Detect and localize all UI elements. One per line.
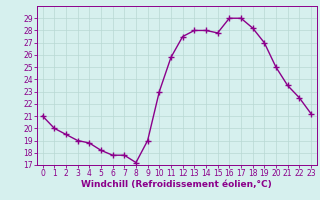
X-axis label: Windchill (Refroidissement éolien,°C): Windchill (Refroidissement éolien,°C) — [81, 180, 272, 189]
